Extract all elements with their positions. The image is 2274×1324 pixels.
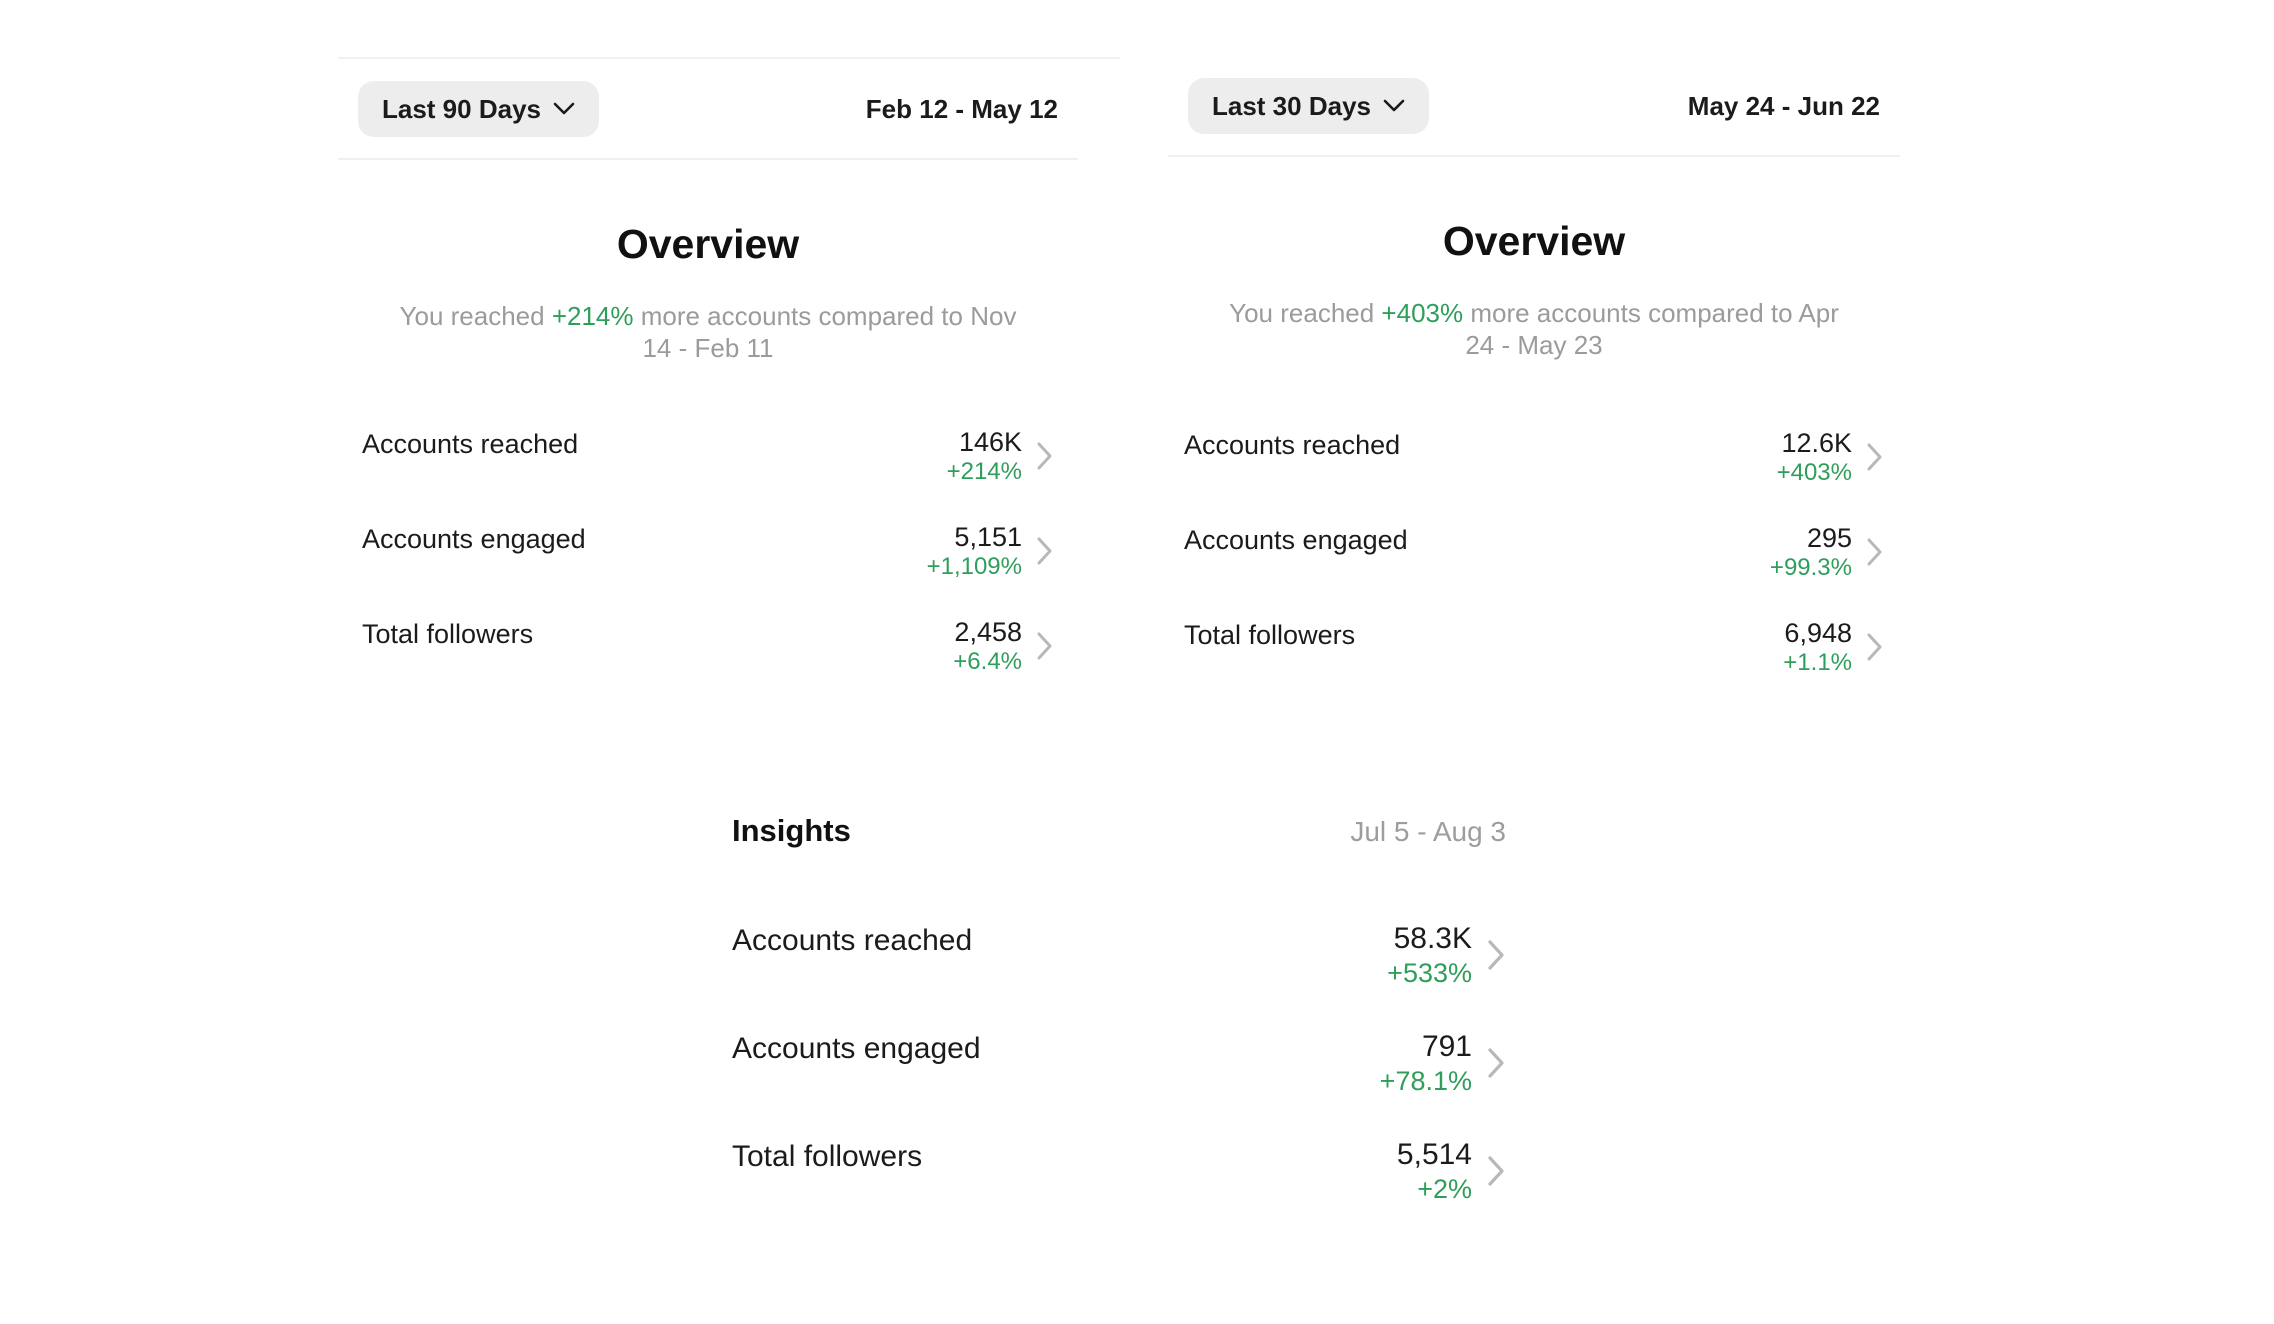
date-range-dropdown[interactable]: Last 30 Days — [1188, 78, 1429, 134]
insights-title: Insights — [732, 812, 851, 848]
metric-label: Accounts reached — [1184, 430, 1401, 460]
page-title: Overview — [1442, 218, 1626, 264]
chevron-right-icon — [1867, 538, 1882, 566]
panel-header: Last 30 Days May 24 - Jun 22 — [1168, 78, 1900, 134]
chevron-right-icon — [1037, 537, 1052, 565]
chevron-right-icon — [1488, 1048, 1504, 1079]
metric-delta: +99.3% — [1769, 554, 1852, 581]
metric-row-accounts-engaged[interactable]: Accounts engaged 295 +99.3% — [1184, 522, 1884, 582]
metric-value: 58.3K — [1393, 922, 1472, 956]
metric-value: 2,458 — [954, 617, 1022, 647]
divider — [338, 158, 1078, 160]
metric-label: Accounts engaged — [362, 524, 586, 554]
metric-label: Accounts engaged — [732, 1032, 981, 1066]
metric-delta: +6.4% — [953, 648, 1022, 675]
metric-row-accounts-reached[interactable]: Accounts reached 12.6K +403% — [1184, 427, 1884, 487]
metric-row-accounts-reached[interactable]: Accounts reached 58.3K +533% — [732, 921, 1506, 989]
insights-header: Insights Jul 5 - Aug 3 — [710, 786, 1520, 875]
metric-value: 791 — [1421, 1030, 1472, 1064]
overview-panel-30d: Last 30 Days May 24 - Jun 22 Overview Yo… — [1168, 0, 1900, 712]
chevron-right-icon — [1488, 1156, 1504, 1187]
metric-value: 5,514 — [1396, 1138, 1472, 1172]
chevron-right-icon — [1867, 443, 1882, 471]
metric-label: Total followers — [362, 619, 534, 649]
metrics-list: Accounts reached 12.6K +403% Accounts en… — [1168, 427, 1900, 677]
metrics-list: Accounts reached 58.3K +533% Accounts en… — [710, 921, 1520, 1205]
metric-delta: +78.1% — [1379, 1066, 1472, 1097]
date-range-dropdown[interactable]: Last 90 Days — [358, 81, 599, 137]
metric-row-accounts-engaged[interactable]: Accounts engaged 791 +78.1% — [732, 1029, 1506, 1097]
summary-suffix: more accounts compared to Nov — [633, 301, 1017, 331]
reach-summary-text: You reached +214% more accounts compared… — [388, 300, 1028, 364]
reach-summary-text: You reached +403% more accounts compared… — [1214, 297, 1854, 361]
metrics-list: Accounts reached 146K +214% Accounts eng… — [338, 426, 1078, 676]
summary-highlight: +403% — [1381, 298, 1464, 328]
summary-prefix: You reached — [1229, 298, 1382, 328]
divider — [338, 57, 1120, 59]
metric-delta: +1,109% — [926, 553, 1022, 580]
chevron-down-icon — [553, 102, 575, 115]
metric-row-accounts-reached[interactable]: Accounts reached 146K +214% — [362, 426, 1054, 486]
metric-delta: +533% — [1387, 958, 1472, 989]
metric-delta: +214% — [946, 458, 1022, 485]
metric-value: 12.6K — [1781, 428, 1852, 458]
metric-delta: +403% — [1776, 459, 1852, 486]
divider — [1168, 155, 1900, 157]
metric-value: 146K — [958, 427, 1022, 457]
summary-line2: 24 - May 23 — [1465, 330, 1603, 360]
metric-value: 295 — [1806, 523, 1852, 553]
date-range-dropdown-label: Last 30 Days — [1212, 91, 1371, 121]
summary-suffix: more accounts compared to Apr — [1463, 298, 1839, 328]
metric-value: 6,948 — [1784, 618, 1852, 648]
metric-row-accounts-engaged[interactable]: Accounts engaged 5,151 +1,109% — [362, 521, 1054, 581]
summary-line2: 14 - Feb 11 — [642, 333, 774, 363]
date-range-text: May 24 - Jun 22 — [1687, 90, 1880, 121]
metric-label: Accounts reached — [732, 924, 973, 958]
metric-row-total-followers[interactable]: Total followers 2,458 +6.4% — [362, 616, 1054, 676]
metric-delta: +2% — [1417, 1174, 1472, 1205]
chevron-right-icon — [1867, 633, 1882, 661]
metric-label: Total followers — [1184, 620, 1356, 650]
date-range-dropdown-label: Last 90 Days — [382, 94, 541, 124]
page-title: Overview — [616, 221, 800, 267]
insights-panel: Insights Jul 5 - Aug 3 Accounts reached … — [710, 786, 1520, 1245]
metric-label: Total followers — [732, 1140, 923, 1174]
summary-prefix: You reached — [399, 301, 552, 331]
summary-highlight: +214% — [551, 301, 634, 331]
chevron-down-icon — [1383, 99, 1405, 112]
metric-delta: +1.1% — [1783, 649, 1852, 676]
metric-row-total-followers[interactable]: Total followers 6,948 +1.1% — [1184, 617, 1884, 677]
insights-date-range: Jul 5 - Aug 3 — [1350, 815, 1506, 847]
panel-header: Last 90 Days Feb 12 - May 12 — [338, 81, 1078, 137]
metric-label: Accounts engaged — [1184, 525, 1408, 555]
chevron-right-icon — [1037, 632, 1052, 660]
overview-panel-90d: Last 90 Days Feb 12 - May 12 Overview Yo… — [338, 0, 1120, 711]
metric-value: 5,151 — [954, 522, 1022, 552]
chevron-right-icon — [1037, 442, 1052, 470]
metric-row-total-followers[interactable]: Total followers 5,514 +2% — [732, 1137, 1506, 1205]
date-range-text: Feb 12 - May 12 — [865, 93, 1058, 124]
chevron-right-icon — [1488, 940, 1504, 971]
metric-label: Accounts reached — [362, 429, 579, 459]
